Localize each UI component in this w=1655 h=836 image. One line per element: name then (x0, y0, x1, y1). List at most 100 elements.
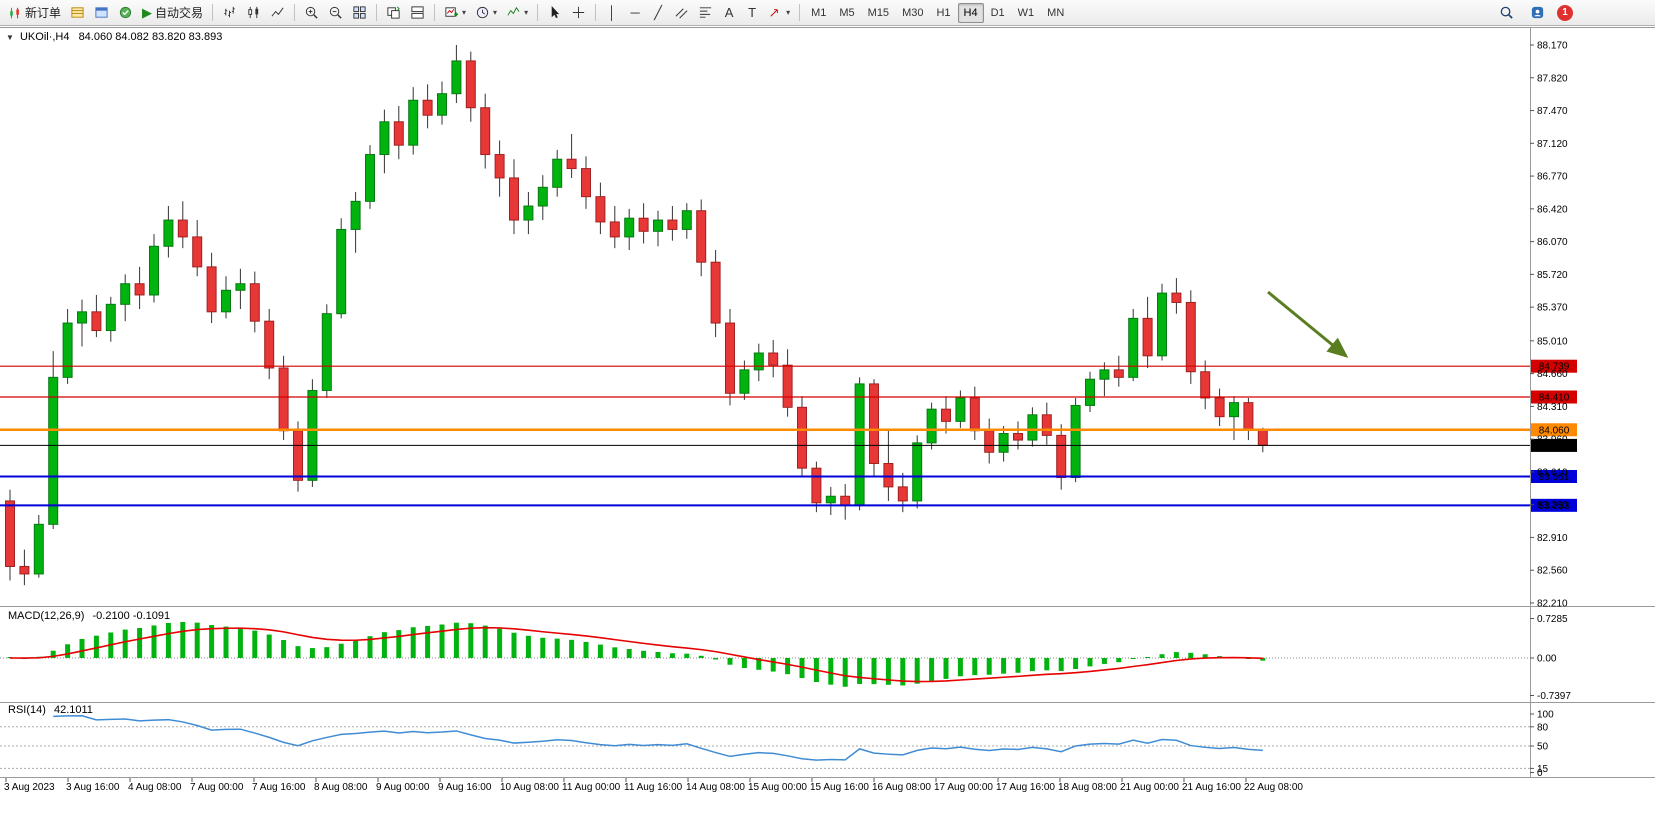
cascade-windows-button[interactable] (382, 2, 405, 24)
terminal-button[interactable] (114, 2, 137, 24)
arrange-windows-button[interactable] (406, 2, 429, 24)
text-button[interactable]: A (718, 2, 740, 24)
price-axis-label: 87.470 (1537, 106, 1568, 117)
time-axis-label: 15 Aug 16:00 (810, 782, 869, 793)
candle (307, 389, 318, 481)
vertical-line-button[interactable]: │ (601, 2, 623, 24)
price-axis-label: 86.770 (1537, 172, 1568, 183)
candle (336, 228, 347, 315)
fibonacci-button[interactable] (694, 2, 717, 24)
timeframe-button-m1[interactable]: M1 (811, 6, 827, 19)
timeframe-button-h4[interactable]: H4 (957, 2, 984, 23)
chevron-down-icon: ▾ (524, 7, 529, 17)
candle (120, 283, 131, 305)
candle (1157, 292, 1167, 357)
rsi-axis-label: 80 (1537, 722, 1549, 733)
price-axis-label: 84.310 (1537, 402, 1568, 413)
price-axis-label: 85.720 (1537, 270, 1568, 281)
candle (206, 266, 217, 313)
candle (969, 397, 980, 432)
arrow-tools-button[interactable]: ▾ (764, 2, 794, 24)
price-tag (1531, 390, 1577, 404)
vertical-line-icon: │ (608, 5, 617, 20)
horizontal-line-button[interactable]: ─ (624, 2, 646, 24)
candle (941, 408, 951, 422)
macd-histogram (7, 622, 1266, 687)
community-button[interactable] (1526, 2, 1549, 24)
search-button[interactable] (1495, 2, 1518, 24)
new-chart-button[interactable]: ▾ (440, 2, 470, 24)
timeframe-button-mn[interactable]: MN (1047, 6, 1065, 19)
candle (998, 433, 1009, 453)
trend-arrow-annotation[interactable] (1267, 290, 1349, 358)
candle (278, 367, 289, 432)
cursor-button[interactable] (543, 2, 566, 24)
svg-text:83.253: 83.253 (1539, 501, 1570, 512)
market-watch-button[interactable] (66, 2, 89, 24)
candle (264, 320, 275, 369)
time-axis-label: 11 Aug 00:00 (562, 782, 621, 793)
candle (480, 107, 491, 156)
zoom-in-icon (305, 6, 318, 19)
zoom-in-button[interactable] (300, 2, 323, 24)
zoom-out-button[interactable] (324, 2, 347, 24)
timeframe-button-m30[interactable]: M30 (902, 6, 924, 19)
macd-axis-label: -0.7397 (1537, 691, 1571, 702)
bar-chart-icon (224, 6, 235, 18)
notifications-badge[interactable]: 1 (1557, 4, 1573, 21)
candle (854, 383, 865, 507)
equidistant-channel-button[interactable] (670, 2, 693, 24)
text-label-button[interactable]: T (741, 2, 763, 24)
candle (811, 467, 822, 504)
time-axis-label: 7 Aug 16:00 (252, 782, 306, 793)
timeframe-button-m5[interactable]: M5 (839, 6, 855, 19)
price-tag (1531, 438, 1577, 452)
macd-axis-label: 0.00 (1537, 654, 1557, 665)
auto-trading-label: 自动交易 (155, 6, 204, 20)
line-chart-button[interactable] (266, 2, 289, 24)
toolbar-separator (595, 4, 597, 21)
candle (1056, 434, 1067, 479)
candle (149, 245, 159, 296)
navigator-button[interactable] (90, 2, 113, 24)
candle (1229, 402, 1239, 418)
candle (1085, 378, 1095, 406)
timeframe-button-d1[interactable]: D1 (990, 6, 1005, 19)
chart-period-button[interactable]: ▾ (471, 2, 501, 24)
candle (566, 158, 577, 170)
toolbar-separator (537, 4, 539, 21)
trendline-button[interactable]: ╱ (647, 2, 669, 24)
candle (77, 311, 87, 324)
macd-indicator-label: MACD(12,26,9) -0.2100 -0.1091 (8, 610, 170, 622)
toolbar-separator (799, 4, 801, 21)
macd-name: MACD(12,26,9) (8, 610, 85, 622)
time-axis-label: 21 Aug 16:00 (1182, 782, 1241, 793)
timeframe-button-w1[interactable]: W1 (1017, 6, 1035, 19)
candle (437, 93, 447, 116)
candle (134, 283, 145, 296)
auto-trading-button[interactable]: ▶ 自动交易 (138, 2, 207, 24)
time-axis-label: 21 Aug 00:00 (1120, 782, 1179, 793)
timeframe-button-h1[interactable]: H1 (936, 6, 951, 19)
timeframe-button-m15[interactable]: M15 (867, 6, 890, 19)
candle (62, 322, 73, 378)
candle (523, 205, 534, 221)
candle (1027, 414, 1038, 441)
text-tool-icon: A (724, 5, 734, 20)
new-order-label: 新订单 (25, 6, 62, 20)
chart-symbol-period: UKOil·,H4 (19, 31, 70, 43)
price-axis-label: 83.960 (1537, 435, 1568, 446)
candlestick-chart-button[interactable] (242, 2, 265, 24)
candle (1243, 402, 1254, 431)
collapse-icon: ▼ (6, 33, 14, 42)
new-order-button[interactable]: 新订单 (4, 2, 65, 24)
crosshair-button[interactable] (567, 2, 590, 24)
rsi-axis-label: 15 (1537, 764, 1549, 775)
tile-windows-button[interactable] (348, 2, 371, 24)
indicators-button[interactable]: ▾ (502, 2, 532, 24)
time-axis-label: 3 Aug 16:00 (66, 782, 120, 793)
candles-layer (5, 45, 1268, 586)
candle (494, 154, 505, 179)
bar-chart-button[interactable] (218, 2, 241, 24)
